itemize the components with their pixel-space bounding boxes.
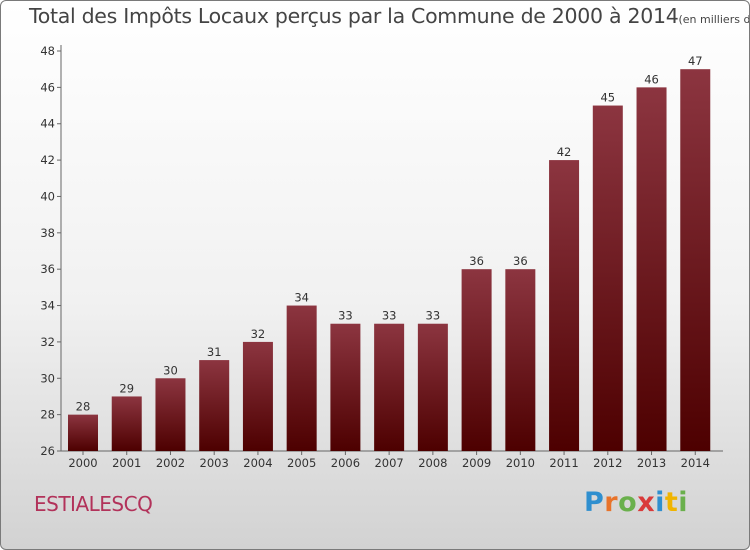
bar-value-label: 36: [513, 254, 528, 268]
x-tick-label: 2011: [549, 456, 578, 470]
chart-title-unit: (en milliers d'€): [678, 13, 750, 26]
bar-value-label: 32: [251, 327, 266, 341]
chart-title: Total des Impôts Locaux perçus par la Co…: [29, 4, 750, 28]
y-tick-label: 30: [40, 371, 55, 385]
bar-value-label: 42: [557, 145, 572, 159]
x-tick-label: 2014: [681, 456, 710, 470]
logo-letter: r: [604, 487, 619, 518]
x-tick-label: 2006: [331, 456, 360, 470]
logo-letter: i: [655, 487, 665, 518]
bar: [199, 360, 230, 451]
chart-title-main: Total des Impôts Locaux perçus par la Co…: [29, 4, 679, 28]
bar-value-label: 33: [338, 309, 353, 323]
x-tick-label: 2005: [287, 456, 316, 470]
x-tick-label: 2013: [637, 456, 666, 470]
bar: [330, 323, 361, 451]
logo-letter: o: [618, 487, 638, 518]
logo-letter: t: [664, 487, 679, 518]
logo-letter: i: [678, 487, 689, 518]
bar-value-label: 36: [469, 254, 484, 268]
bar: [680, 69, 711, 451]
y-tick-label: 26: [40, 444, 55, 458]
y-tick-label: 28: [40, 408, 55, 422]
bar-value-label: 29: [119, 381, 134, 395]
bar-value-label: 45: [600, 91, 615, 105]
logo-letter: P: [584, 487, 605, 518]
bar: [68, 414, 98, 451]
bar-value-label: 34: [294, 291, 309, 305]
y-tick-label: 48: [40, 44, 55, 58]
y-tick-label: 32: [40, 335, 55, 349]
x-tick-label: 2004: [243, 456, 272, 470]
bar-value-label: 31: [207, 345, 222, 359]
x-tick-label: 2003: [200, 456, 229, 470]
bar: [111, 396, 142, 451]
y-tick-label: 38: [40, 226, 55, 240]
x-tick-label: 2010: [506, 456, 535, 470]
commune-name: ESTIALESCQ: [34, 492, 153, 516]
bar-value-label: 33: [382, 309, 397, 323]
bar: [286, 305, 317, 451]
y-tick-label: 42: [40, 153, 55, 167]
x-tick-label: 2002: [156, 456, 185, 470]
bar: [636, 87, 667, 451]
y-tick-label: 46: [40, 80, 55, 94]
proxiti-logo: Proxiti: [584, 487, 688, 518]
x-tick-label: 2012: [593, 456, 622, 470]
bar: [592, 105, 623, 451]
bar: [417, 323, 448, 451]
x-tick-label: 2001: [112, 456, 141, 470]
x-tick-label: 2007: [374, 456, 403, 470]
x-tick-label: 2008: [418, 456, 447, 470]
bar-value-label: 47: [688, 54, 703, 68]
y-tick-label: 34: [40, 299, 55, 313]
bar-value-label: 30: [163, 363, 178, 377]
x-tick-label: 2009: [462, 456, 491, 470]
y-tick-label: 40: [40, 189, 55, 203]
bar: [155, 378, 186, 451]
bar: [505, 269, 536, 451]
x-tick-label: 2000: [68, 456, 97, 470]
bar-value-label: 33: [426, 309, 441, 323]
logo-letter: x: [637, 487, 656, 518]
bar: [242, 341, 273, 451]
bar-value-label: 46: [644, 72, 659, 86]
y-tick-label: 44: [40, 117, 55, 131]
bar: [549, 160, 580, 451]
bar: [461, 269, 492, 451]
bar: [374, 323, 405, 451]
bar-value-label: 28: [76, 400, 91, 414]
y-tick-label: 36: [40, 262, 55, 276]
